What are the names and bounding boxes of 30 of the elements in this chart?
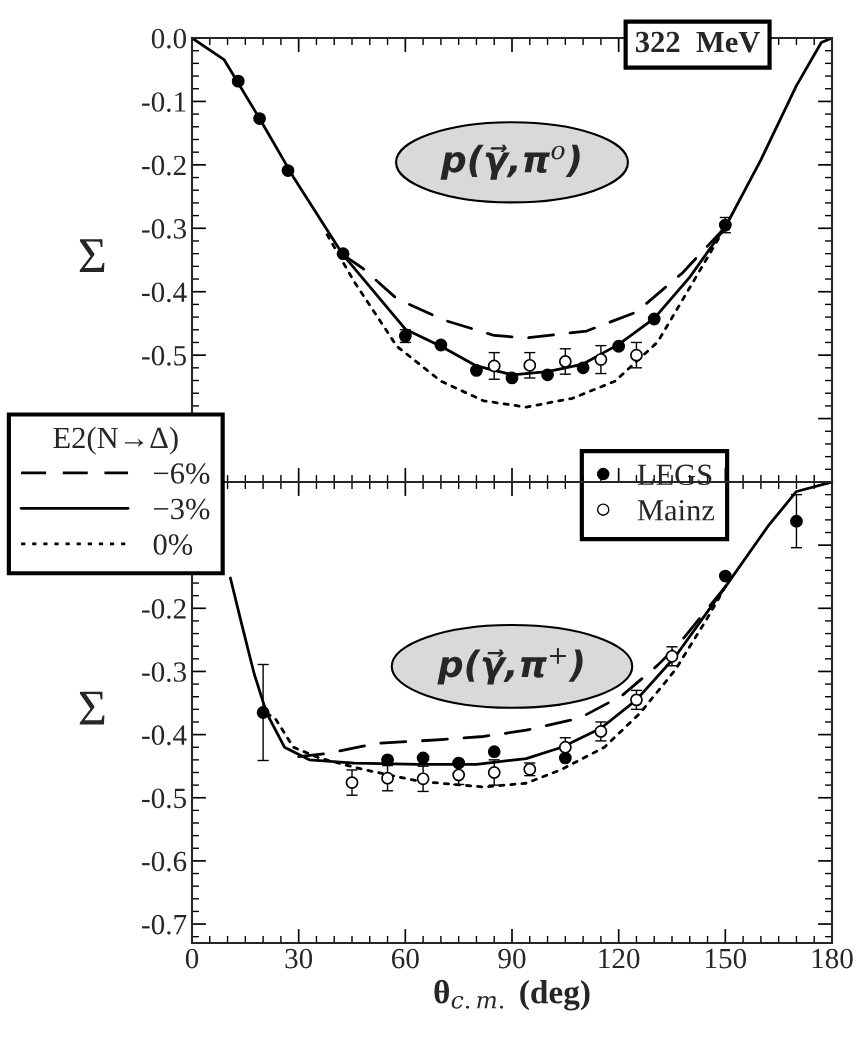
legend-title: E2(N→Δ) bbox=[53, 426, 178, 455]
legend-label: −6% bbox=[154, 463, 210, 484]
legend-label: Mainz bbox=[637, 500, 715, 521]
x-tick-label: 150 bbox=[706, 948, 747, 969]
y-tick-label: -0.3 bbox=[142, 219, 186, 239]
x-tick-label: 30 bbox=[285, 948, 313, 969]
y-axis-title: Σ bbox=[79, 691, 105, 725]
legend-label: 0% bbox=[153, 534, 193, 555]
y-tick-label: -0.3 bbox=[142, 662, 186, 682]
x-tick-label: 180 bbox=[812, 948, 853, 969]
y-tick-label: -0.5 bbox=[142, 345, 186, 366]
y-tick-label: -0.1 bbox=[142, 92, 186, 112]
x-tick-label: 120 bbox=[599, 948, 640, 969]
y-tick-label: 0.0 bbox=[151, 28, 187, 49]
legend-label: −3% bbox=[154, 498, 210, 520]
x-tick-label: 90 bbox=[498, 948, 526, 969]
x-axis-title: θ$_{c.m.}$ (deg) bbox=[434, 979, 590, 1011]
y-tick-label: -0.4 bbox=[142, 282, 187, 303]
y-tick-label: -0.7 bbox=[142, 914, 187, 935]
y-axis-title: Σ bbox=[79, 239, 105, 273]
y-tick-label: -0.4 bbox=[142, 725, 187, 746]
x-tick-label: 60 bbox=[392, 948, 419, 969]
y-tick-label: -0.2 bbox=[142, 599, 186, 619]
y-tick-label: -0.5 bbox=[142, 788, 186, 809]
x-tick-label: 0 bbox=[185, 948, 199, 969]
annotation: 322 MeV bbox=[635, 31, 761, 53]
annotation: p(γ⃗,π$^{+}$) bbox=[437, 647, 583, 685]
y-tick-label: -0.2 bbox=[142, 155, 186, 176]
y-tick-label: -0.6 bbox=[142, 851, 187, 872]
annotation: p(γ⃗,π$^{o}$) bbox=[440, 144, 580, 180]
